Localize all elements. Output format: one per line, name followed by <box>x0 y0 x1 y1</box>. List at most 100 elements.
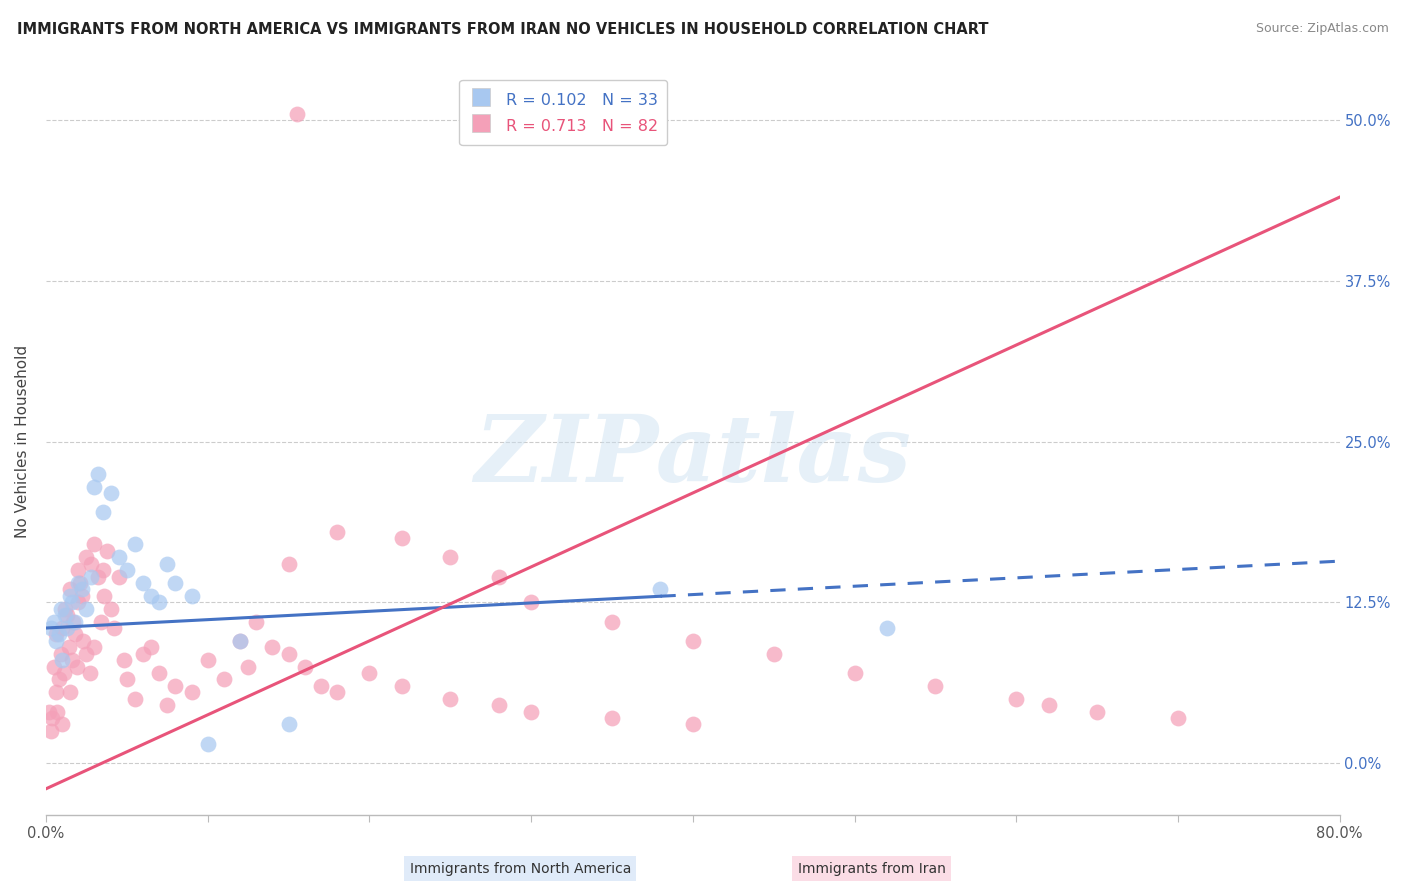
Point <box>46 705 69 719</box>
Point <box>60 653 83 667</box>
Point <box>79 666 101 681</box>
Point <box>56 608 79 623</box>
Point <box>1005 691 1028 706</box>
Point <box>682 717 704 731</box>
Point <box>277 557 299 571</box>
Point <box>197 737 219 751</box>
Point <box>600 711 623 725</box>
Point <box>124 537 146 551</box>
Point <box>63 615 86 629</box>
Point <box>48 627 70 641</box>
Point <box>180 589 202 603</box>
Point <box>439 550 461 565</box>
Point <box>650 582 672 597</box>
Point <box>51 653 73 667</box>
Point <box>80 569 103 583</box>
Point <box>51 717 73 731</box>
Point <box>600 615 623 629</box>
Point <box>277 647 299 661</box>
Point <box>45 633 67 648</box>
Point <box>107 569 129 583</box>
Point <box>39 621 62 635</box>
Point <box>91 563 114 577</box>
Point <box>67 563 90 577</box>
Point <box>59 582 82 597</box>
Point <box>180 685 202 699</box>
Point <box>294 659 316 673</box>
Point <box>41 711 63 725</box>
Point <box>132 647 155 661</box>
Point <box>83 537 105 551</box>
Text: IMMIGRANTS FROM NORTH AMERICA VS IMMIGRANTS FROM IRAN NO VEHICLES IN HOUSEHOLD C: IMMIGRANTS FROM NORTH AMERICA VS IMMIGRA… <box>17 22 988 37</box>
Point <box>844 666 866 681</box>
Point <box>51 621 73 635</box>
Point <box>56 621 79 635</box>
Point <box>93 589 115 603</box>
Point <box>67 576 90 591</box>
Point <box>91 505 114 519</box>
Point <box>58 640 80 655</box>
Point <box>115 563 138 577</box>
Point <box>49 647 72 661</box>
Text: Immigrants from North America: Immigrants from North America <box>409 862 631 876</box>
Point <box>682 633 704 648</box>
Point <box>72 633 94 648</box>
Point <box>520 705 543 719</box>
Point <box>520 595 543 609</box>
Point <box>42 615 65 629</box>
Point <box>762 647 785 661</box>
Point <box>262 640 284 655</box>
Point <box>277 717 299 731</box>
Point <box>156 698 179 713</box>
Point <box>139 640 162 655</box>
Point <box>124 691 146 706</box>
Point <box>165 679 187 693</box>
Point <box>62 615 84 629</box>
Point <box>156 557 179 571</box>
Point <box>488 698 510 713</box>
Point <box>876 621 898 635</box>
Point <box>391 679 413 693</box>
Point <box>229 633 252 648</box>
Point <box>924 679 946 693</box>
Point <box>45 627 67 641</box>
Point <box>66 659 89 673</box>
Point <box>326 685 349 699</box>
Point <box>1038 698 1060 713</box>
Point <box>75 550 97 565</box>
Point <box>103 621 125 635</box>
Point <box>45 685 67 699</box>
Point <box>1167 711 1189 725</box>
Point <box>59 685 82 699</box>
Point <box>75 601 97 615</box>
Point <box>391 531 413 545</box>
Point <box>112 653 135 667</box>
Point <box>80 557 103 571</box>
Point <box>229 633 252 648</box>
Legend: R = 0.102   N = 33, R = 0.713   N = 82: R = 0.102 N = 33, R = 0.713 N = 82 <box>460 80 668 145</box>
Point <box>197 653 219 667</box>
Text: Immigrants from Iran: Immigrants from Iran <box>797 862 946 876</box>
Point <box>212 673 235 687</box>
Point <box>309 679 332 693</box>
Point <box>285 106 308 120</box>
Y-axis label: No Vehicles in Household: No Vehicles in Household <box>15 345 30 538</box>
Point <box>148 666 170 681</box>
Point <box>83 640 105 655</box>
Point <box>87 467 110 481</box>
Point <box>67 595 90 609</box>
Point <box>139 589 162 603</box>
Point <box>70 589 93 603</box>
Point <box>63 627 86 641</box>
Point <box>100 601 122 615</box>
Text: Source: ZipAtlas.com: Source: ZipAtlas.com <box>1256 22 1389 36</box>
Point <box>245 615 267 629</box>
Point <box>100 486 122 500</box>
Point <box>83 479 105 493</box>
Point <box>1085 705 1108 719</box>
Point <box>48 673 70 687</box>
Point <box>52 666 75 681</box>
Point <box>38 705 60 719</box>
Point <box>359 666 381 681</box>
Point <box>326 524 349 539</box>
